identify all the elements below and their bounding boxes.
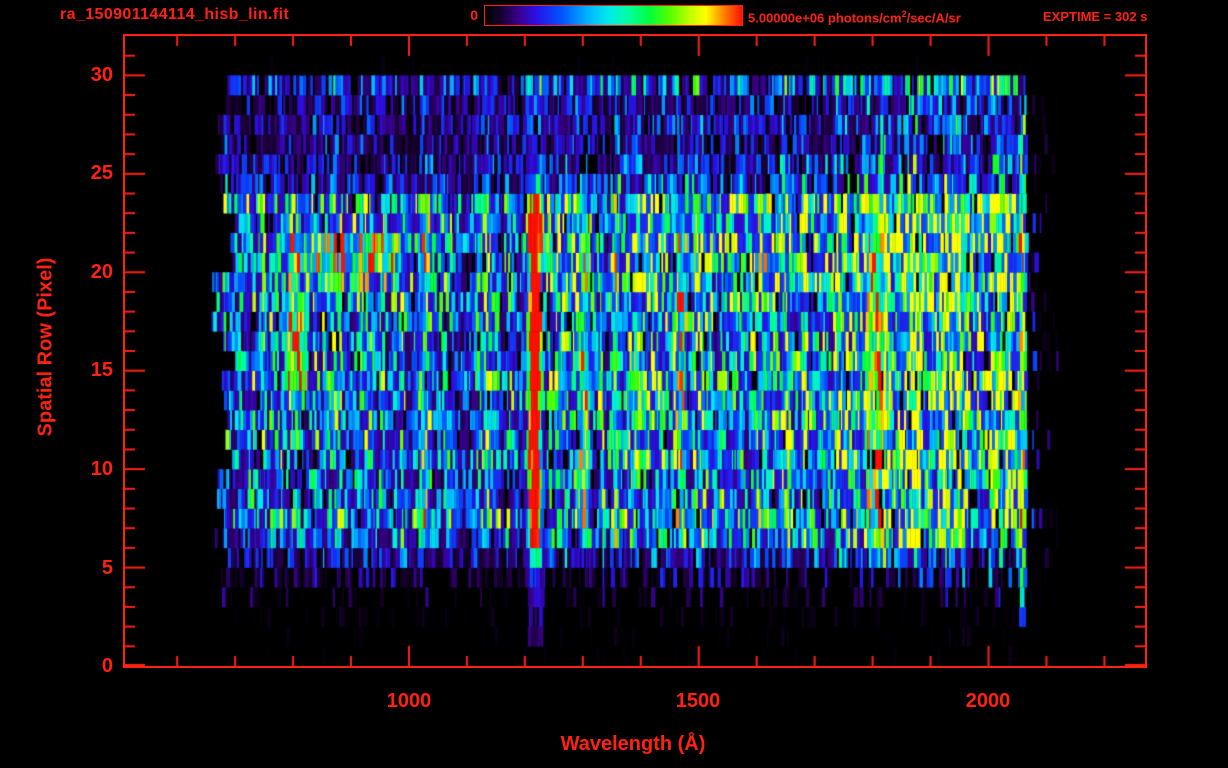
colorbar-max-value: 5.00000e+06 — [748, 10, 825, 26]
exptime-label: EXPTIME = 302 s — [1043, 9, 1148, 24]
x-tick-label-1000: 1000 — [386, 690, 432, 712]
y-tick-label-10: 10 — [90, 458, 113, 480]
y-tick-label-0: 0 — [101, 655, 113, 677]
page-title: ra_150901144114_hisb_lin.fit — [60, 6, 290, 23]
colorbar-min-label: 0 — [470, 7, 478, 23]
x-tick-label-2000: 2000 — [965, 690, 1011, 712]
y-axis-title: Spatial Row (Pixel) — [34, 257, 57, 437]
spectral-image-canvas — [125, 36, 1145, 666]
y-tick-label-20: 20 — [90, 261, 113, 283]
units-suffix: /sec/A/sr — [906, 10, 961, 26]
units-prefix: photons/cm — [827, 10, 902, 26]
x-tick-label-1500: 1500 — [675, 690, 721, 712]
units-superscript: 2 — [901, 9, 907, 19]
plot-frame — [123, 34, 1147, 668]
y-tick-label-30: 30 — [90, 64, 113, 86]
y-tick-label-25: 25 — [90, 162, 113, 184]
colorbar-gradient — [485, 6, 742, 25]
y-tick-label-5: 5 — [101, 557, 113, 579]
colorbar-max-units-label: 5.00000e+06 photons/cm2/sec/A/sr — [748, 9, 961, 25]
colorbar — [484, 5, 743, 26]
x-axis-title: Wavelength (Å) — [560, 733, 706, 755]
y-tick-label-15: 15 — [90, 359, 113, 381]
